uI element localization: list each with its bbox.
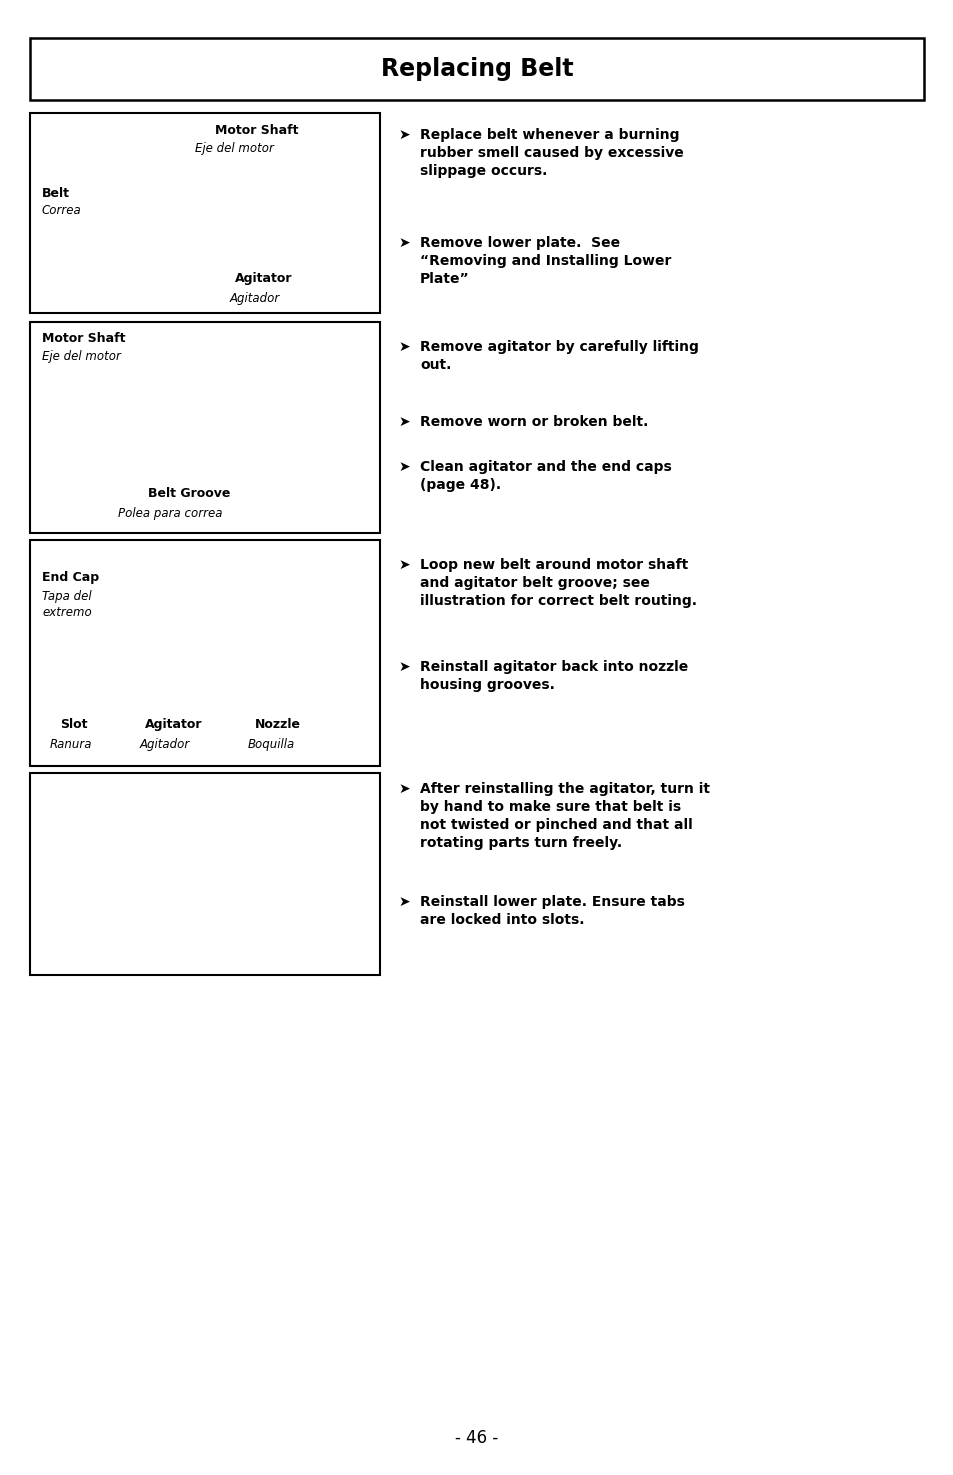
Bar [30, 773, 379, 975]
Text: ➤: ➤ [397, 895, 409, 909]
Text: Belt: Belt [42, 187, 70, 201]
Text: Agitator: Agitator [234, 271, 293, 285]
Text: - 46 -: - 46 - [455, 1429, 498, 1447]
Bar [30, 322, 379, 532]
Bar [30, 540, 379, 766]
Text: Agitador: Agitador [140, 738, 190, 751]
Text: Replace belt whenever a burning
rubber smell caused by excessive
slippage occurs: Replace belt whenever a burning rubber s… [419, 128, 683, 177]
Text: ➤: ➤ [397, 558, 409, 572]
Text: Motor Shaft: Motor Shaft [214, 124, 298, 137]
Text: Remove lower plate.  See
“Removing and Installing Lower
Plate”: Remove lower plate. See “Removing and In… [419, 236, 671, 286]
Text: Clean agitator and the end caps
(page 48).: Clean agitator and the end caps (page 48… [419, 460, 671, 491]
Text: extremo: extremo [42, 606, 91, 619]
Text: ➤: ➤ [397, 659, 409, 674]
Bar [30, 38, 923, 100]
Text: ➤: ➤ [397, 236, 409, 249]
Text: ➤: ➤ [397, 128, 409, 142]
Text: Eje del motor: Eje del motor [42, 350, 121, 363]
Text: Tapa del: Tapa del [42, 590, 91, 603]
Bar [30, 114, 379, 313]
Text: Loop new belt around motor shaft
and agitator belt groove; see
illustration for : Loop new belt around motor shaft and agi… [419, 558, 697, 608]
Text: ➤: ➤ [397, 782, 409, 796]
Text: After reinstalling the agitator, turn it
by hand to make sure that belt is
not t: After reinstalling the agitator, turn it… [419, 782, 709, 850]
Text: ➤: ➤ [397, 460, 409, 473]
Text: ➤: ➤ [397, 341, 409, 354]
Text: Remove agitator by carefully lifting
out.: Remove agitator by carefully lifting out… [419, 341, 699, 372]
Text: ➤: ➤ [397, 414, 409, 429]
Text: Agitador: Agitador [230, 292, 280, 305]
Text: End Cap: End Cap [42, 571, 99, 584]
Text: Replacing Belt: Replacing Belt [380, 58, 573, 81]
Text: Ranura: Ranura [50, 738, 92, 751]
Text: Belt Groove: Belt Groove [148, 487, 230, 500]
Text: Eje del motor: Eje del motor [194, 142, 274, 155]
Text: Agitator: Agitator [145, 718, 202, 732]
Text: Boquilla: Boquilla [248, 738, 294, 751]
Text: Motor Shaft: Motor Shaft [42, 332, 126, 345]
Text: Reinstall agitator back into nozzle
housing grooves.: Reinstall agitator back into nozzle hous… [419, 659, 687, 692]
Text: Remove worn or broken belt.: Remove worn or broken belt. [419, 414, 648, 429]
Text: Reinstall lower plate. Ensure tabs
are locked into slots.: Reinstall lower plate. Ensure tabs are l… [419, 895, 684, 926]
Text: Correa: Correa [42, 204, 82, 217]
Text: Polea para correa: Polea para correa [118, 507, 222, 521]
Text: Slot: Slot [60, 718, 88, 732]
Text: Nozzle: Nozzle [254, 718, 301, 732]
